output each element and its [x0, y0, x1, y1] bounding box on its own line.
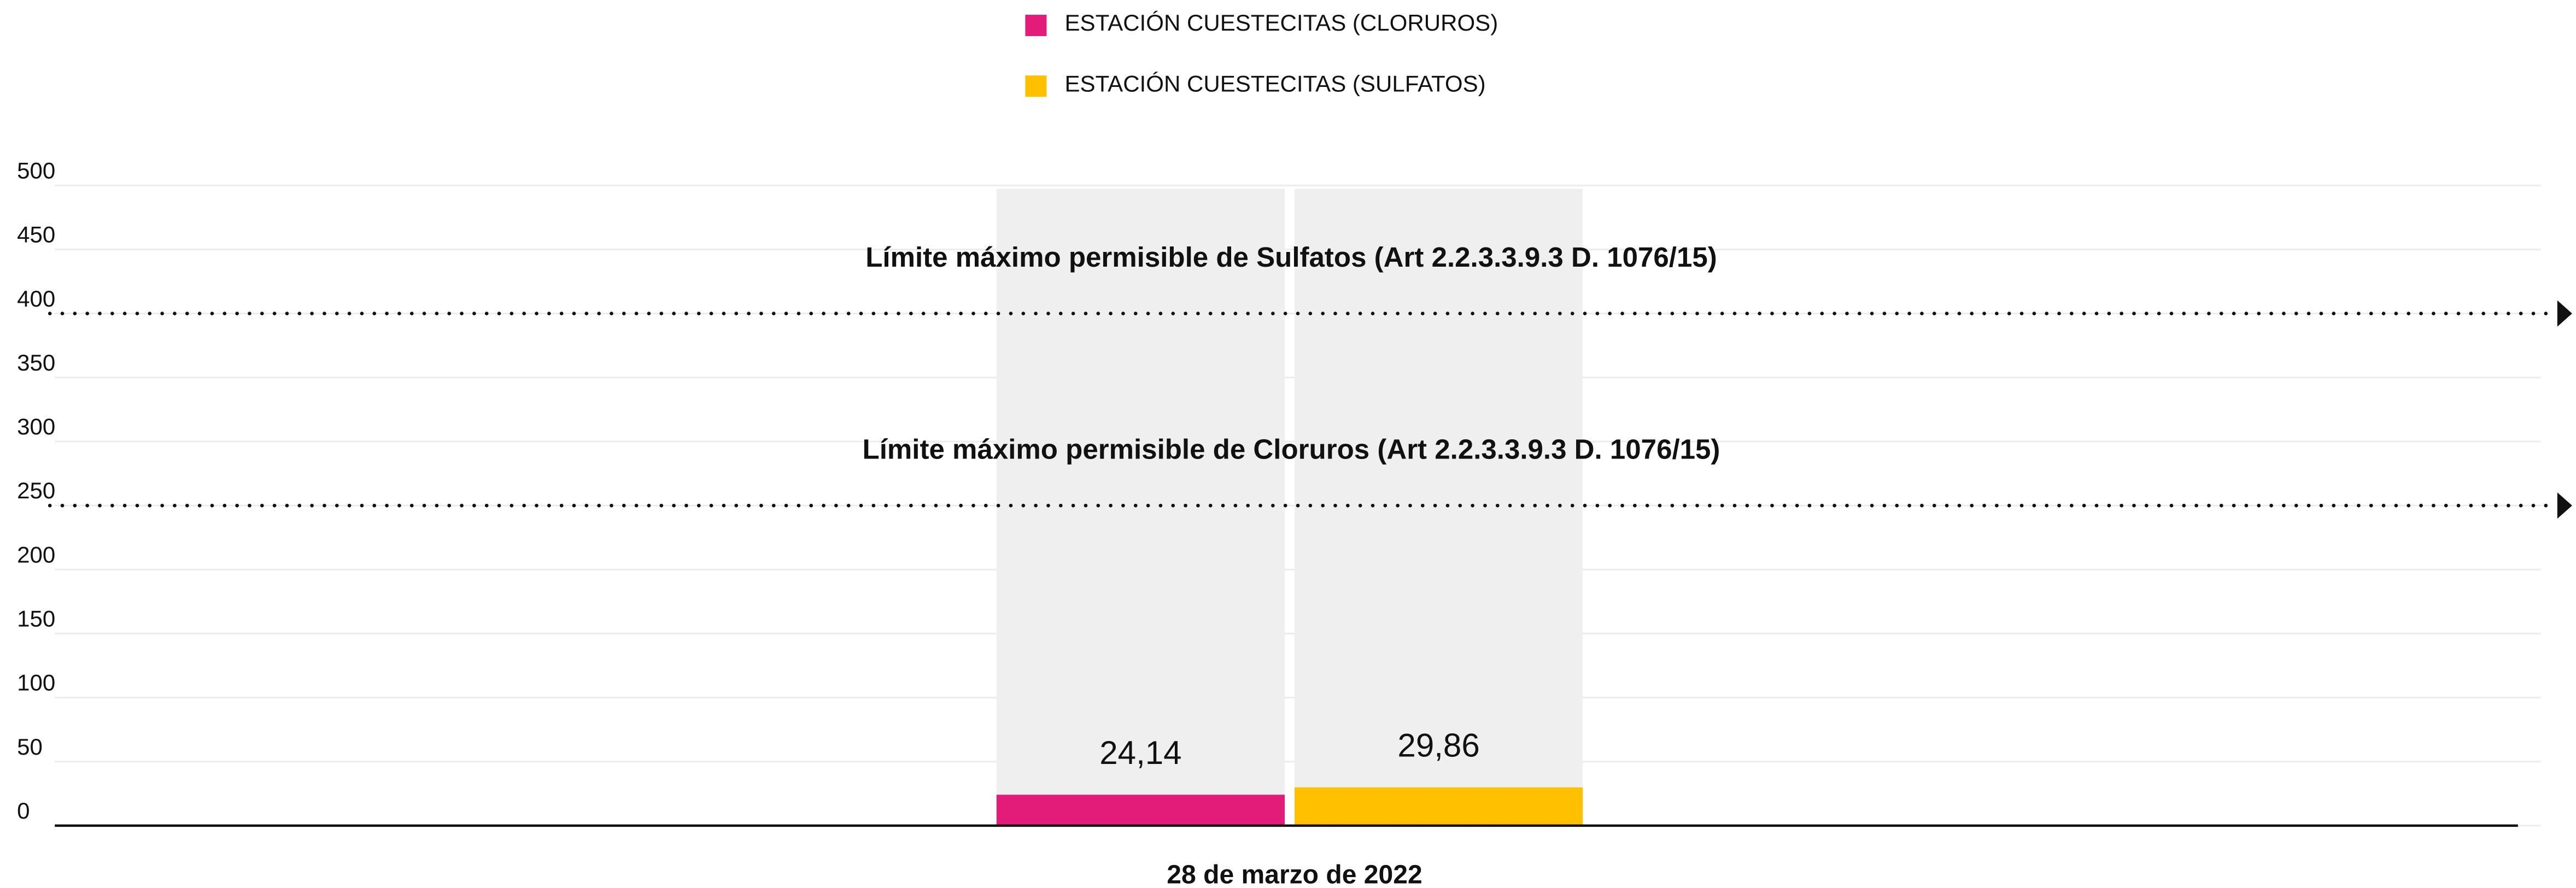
reference-label: Límite máximo permisible de Cloruros (Ar…: [863, 434, 1720, 465]
x-tick-label: 28 de marzo de 2022: [1167, 861, 1422, 888]
y-tick-label: 50: [17, 734, 43, 760]
y-tick-label: 0: [17, 798, 30, 824]
y-tick-label: 150: [17, 606, 55, 632]
value-label: 29,86: [1397, 727, 1479, 764]
reference-arrow: [2557, 300, 2572, 327]
legend-swatch: [1025, 75, 1047, 97]
y-tick-label: 350: [17, 350, 55, 375]
value-label: 24,14: [1099, 734, 1181, 771]
bar-background: [996, 189, 1285, 826]
reference-arrow: [2557, 492, 2572, 519]
reference-label: Límite máximo permisible de Sulfatos (Ar…: [865, 242, 1717, 273]
legend-label: ESTACIÓN CUESTECITAS (CLORUROS): [1064, 10, 1498, 36]
y-tick-label: 200: [17, 542, 55, 567]
legend-swatch: [1025, 15, 1047, 37]
y-tick-label: 100: [17, 670, 55, 696]
y-tick-label: 300: [17, 414, 55, 439]
bar: [996, 795, 1285, 826]
y-tick-label: 500: [17, 157, 55, 183]
y-tick-label: 250: [17, 478, 55, 503]
legend-label: ESTACIÓN CUESTECITAS (SULFATOS): [1064, 70, 1485, 96]
y-tick-label: 450: [17, 222, 55, 248]
bar: [1295, 787, 1583, 826]
y-tick-label: 400: [17, 286, 55, 311]
